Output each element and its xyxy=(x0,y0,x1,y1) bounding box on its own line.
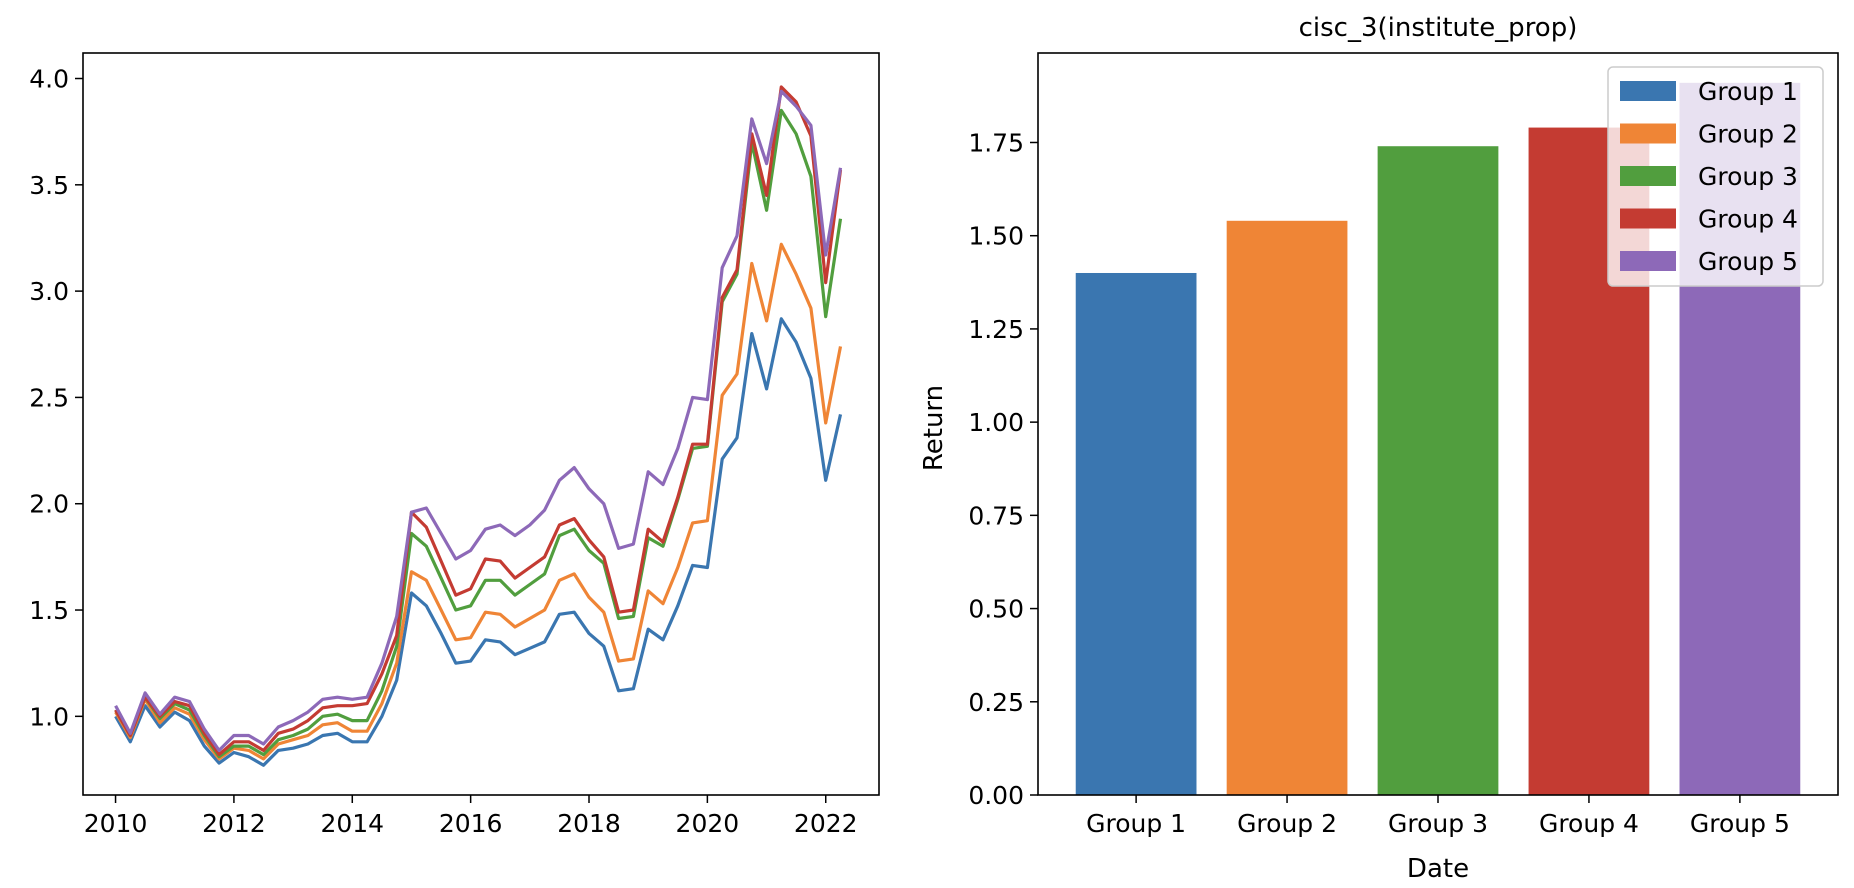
y-tick-label: 0.75 xyxy=(968,501,1024,530)
y-tick-label: 0.25 xyxy=(968,688,1024,717)
y-tick-label: 3.5 xyxy=(29,171,69,200)
legend: Group 1 Group 2 Group 3 Group 4 Group 5 xyxy=(1607,66,1824,287)
series-line-group-3 xyxy=(114,108,843,759)
x-tick-label: Group 4 xyxy=(1539,809,1639,838)
x-tick-label: 2016 xyxy=(439,809,503,838)
legend-label: Group 1 xyxy=(1698,77,1798,106)
x-tick-label: 2022 xyxy=(794,809,858,838)
legend-swatch xyxy=(1620,251,1676,271)
legend-label: Group 2 xyxy=(1698,120,1798,149)
y-tick-label: 2.0 xyxy=(29,490,69,519)
y-tick-label: 2.5 xyxy=(29,383,69,412)
legend-label: Group 3 xyxy=(1698,162,1798,191)
x-tick-label: 2018 xyxy=(557,809,621,838)
legend-swatch xyxy=(1620,81,1676,101)
bar-chart-bars xyxy=(1075,82,1801,796)
y-tick-label: 1.75 xyxy=(968,128,1024,157)
bar-group-1 xyxy=(1075,272,1197,795)
y-tick-label: 1.00 xyxy=(968,408,1024,437)
legend-swatch xyxy=(1620,123,1676,144)
line-chart-x-axis: 2010 2012 2014 2016 2018 2020 2022 xyxy=(84,795,858,838)
x-tick-label: 2014 xyxy=(320,809,384,838)
bar-chart-y-axis: 0.00 0.25 0.50 0.75 1.00 1.25 1.50 1.75 xyxy=(968,128,1038,810)
y-tick-label: 1.5 xyxy=(29,596,69,625)
y-tick-label: 0.00 xyxy=(968,781,1024,810)
y-tick-label: 4.0 xyxy=(29,65,69,94)
bar-chart-x-label: Date xyxy=(1407,854,1469,884)
y-tick-label: 1.50 xyxy=(968,222,1024,251)
bar-group-2 xyxy=(1226,220,1348,795)
bar-chart-x-axis: Group 1 Group 2 Group 3 Group 4 Group 5 xyxy=(1086,795,1790,838)
y-tick-label: 1.0 xyxy=(29,702,69,731)
line-chart-y-axis: 1.0 1.5 2.0 2.5 3.0 3.5 4.0 xyxy=(29,65,83,731)
x-tick-label: Group 1 xyxy=(1086,809,1186,838)
bar-group-3 xyxy=(1377,146,1499,796)
x-tick-label: 2012 xyxy=(202,809,266,838)
bar-chart-y-label: Return xyxy=(919,385,949,471)
line-chart: 1.01.52.02.53.03.54.0 2010 2012 2014 2016 20… xyxy=(29,52,880,838)
bar-chart-frame xyxy=(1037,52,1839,796)
x-tick-label: 2020 xyxy=(676,809,740,838)
legend-label: Group 5 xyxy=(1698,247,1798,276)
line-chart-frame xyxy=(82,52,880,796)
series-line-group-4 xyxy=(114,85,843,757)
bar-chart: cisc_3(institute_prop) Return Date 0.000… xyxy=(919,13,1839,884)
series-line-group-5 xyxy=(114,89,843,753)
line-chart-series xyxy=(114,85,843,767)
series-line-group-1 xyxy=(114,317,843,767)
x-tick-label: Group 2 xyxy=(1237,809,1337,838)
series-line-group-2 xyxy=(114,242,843,761)
legend-swatch xyxy=(1620,208,1676,229)
legend-swatch xyxy=(1620,166,1676,186)
bar-chart-title: cisc_3(institute_prop) xyxy=(1299,13,1578,43)
y-tick-label: 0.50 xyxy=(968,595,1024,624)
x-tick-label: Group 3 xyxy=(1388,809,1488,838)
legend-label: Group 4 xyxy=(1698,205,1798,234)
x-tick-label: Group 5 xyxy=(1690,809,1790,838)
x-tick-label: 2010 xyxy=(84,809,148,838)
y-tick-label: 1.25 xyxy=(968,315,1024,344)
y-tick-label: 3.0 xyxy=(29,277,69,306)
legend-box xyxy=(1607,66,1824,287)
